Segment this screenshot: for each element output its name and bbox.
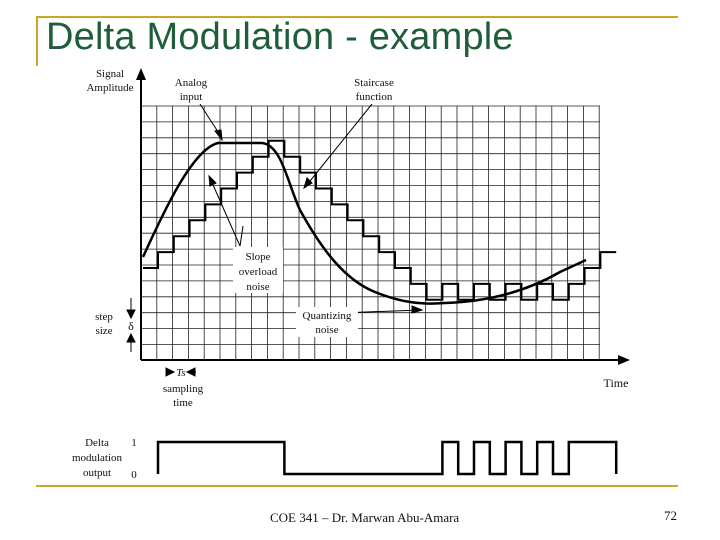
output-label-line1: Delta	[85, 437, 109, 449]
output-high-label: 1	[131, 437, 137, 449]
delta-modulation-output-waveform	[156, 440, 618, 476]
quant-label-line1: Quantizing	[303, 310, 352, 322]
step-arrow-down	[126, 309, 136, 320]
analog-input-curve	[141, 141, 587, 305]
slope-label-line3: noise	[246, 281, 269, 293]
delta-symbol: δ	[128, 319, 134, 333]
x-axis-label: Time	[604, 376, 629, 390]
quant-label-line2: noise	[315, 324, 338, 336]
analog-label-line2: input	[180, 91, 203, 103]
analog-label-line1: Analog	[175, 77, 208, 89]
staircase-label-line2: function	[356, 91, 393, 103]
step-label-line1: step	[95, 311, 113, 323]
slope-pointer-1-head	[208, 174, 217, 187]
ts-arrow-left	[185, 367, 196, 377]
step-label-line2: size	[95, 325, 112, 337]
x-axis-arrow	[618, 355, 630, 365]
staircase-pointer	[305, 103, 373, 187]
ts-symbol: Ts	[176, 367, 185, 379]
sampling-label-line2: time	[173, 397, 193, 409]
sampling-label-line1: sampling	[163, 383, 204, 395]
ts-arrow-right	[165, 367, 176, 377]
step-arrow-up	[126, 332, 136, 343]
plot-grid	[140, 105, 600, 361]
page-number: 72	[664, 508, 677, 523]
slope-pointer-2	[239, 225, 244, 247]
y-axis-label-line1: Signal	[96, 68, 124, 80]
output-label-line2: modulation	[72, 452, 123, 464]
y-axis-arrow	[136, 68, 146, 80]
title-rule	[36, 16, 678, 18]
slope-pointer-1	[209, 177, 241, 247]
staircase-function	[143, 139, 617, 301]
staircase-label-line1: Staircase	[354, 77, 394, 89]
footer-text: COE 341 – Dr. Marwan Abu-Amara	[270, 510, 460, 525]
analog-pointer-head	[214, 129, 223, 142]
output-low-label: 0	[131, 469, 137, 481]
output-label-line3: output	[83, 467, 111, 479]
footer-rule	[36, 485, 678, 487]
slide-title: Delta Modulation - example	[46, 16, 514, 58]
slope-label-line1: Slope	[245, 251, 270, 263]
slope-label-line2: overload	[239, 266, 278, 278]
staircase-pointer-head	[303, 177, 313, 190]
title-rule-vertical	[36, 16, 38, 66]
y-axis-label-line2: Amplitude	[86, 82, 133, 94]
quant-pointer-head	[411, 305, 424, 314]
